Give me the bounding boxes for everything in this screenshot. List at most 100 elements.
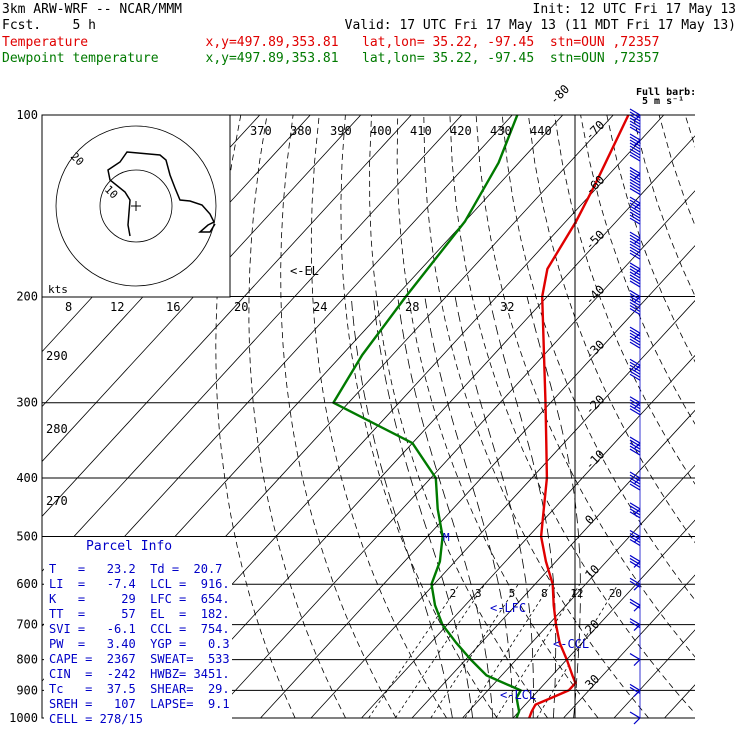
wind-barb (629, 618, 641, 632)
pressure-label: 900 (16, 683, 38, 697)
parcel-row: LI = -7.4 LCL = 916. (49, 577, 230, 591)
wind-barb (629, 133, 641, 162)
pressure-label: 300 (16, 396, 38, 410)
isotherm-line (42, 115, 463, 572)
isotherm-line (209, 190, 695, 718)
parcel-row: SVI = -6.1 CCL = 754. (49, 622, 230, 636)
isotherm-line (411, 409, 695, 718)
parcel-row: CIN = -242 HWBZ= 3451. (49, 667, 230, 681)
parcel-row: TT = 57 EL = 182. (49, 607, 230, 621)
dry-adiabat-line (580, 115, 695, 425)
m-label: M (443, 531, 450, 544)
parcel-row: T = 23.2 Td = 20.7 (49, 562, 223, 576)
dry-adiabat-line (215, 115, 296, 718)
parcel-row: K = 29 LFC = 654. (49, 592, 230, 606)
isotherm-line (310, 300, 695, 718)
temperature-tick-label: -20 (582, 392, 607, 417)
wind-barb (629, 577, 641, 591)
wind-barb (629, 529, 641, 546)
el-label: <-EL (290, 264, 319, 278)
wind-barb (629, 326, 641, 349)
hodograph-speed-label: 32 (500, 300, 514, 314)
temperature-tick-label: 20 (582, 617, 602, 637)
theta-label: 380 (290, 124, 312, 138)
pressure-label: 400 (16, 471, 38, 485)
parcel-row: CELL = 278/15 (49, 712, 143, 726)
theta-label: 370 (250, 124, 272, 138)
dry-adiabat-line (684, 115, 695, 148)
plot-frame (41, 114, 576, 719)
wind-barb (629, 358, 641, 381)
temperature-tick-label: -60 (582, 173, 607, 198)
mixing-ratio-line (368, 583, 460, 718)
wind-barb (629, 166, 641, 195)
hodograph-speed-label: 24 (313, 300, 327, 314)
lcl-label: <-LCL (500, 688, 536, 702)
theta-label: 390 (330, 124, 352, 138)
mixing-ratio-label: 12 (570, 587, 583, 600)
hodograph-ring (55, 125, 217, 287)
temperature-tick-label: -10 (582, 447, 607, 472)
temperature-tick-label: -30 (582, 337, 607, 362)
temperature-trace (528, 115, 630, 718)
mixing-ratio-label: 5 (509, 587, 516, 600)
isotherm-line (42, 115, 362, 463)
theta-label: 430 (490, 124, 512, 138)
dry-adiabat-line (396, 115, 599, 718)
theta-lower-label: 290 (46, 349, 68, 363)
wind-barb (629, 108, 641, 134)
temperature-tick-label: -80 (547, 82, 572, 107)
hodograph-speed-label: 28 (405, 300, 419, 314)
temperature-tick-label: 0 (582, 512, 597, 527)
wind-barb (629, 598, 641, 612)
parcel-info-title: Parcel Info (86, 539, 173, 554)
dry-adiabat-line (280, 115, 397, 718)
isotherm-line (715, 115, 740, 718)
dry-adiabat-line (554, 115, 695, 485)
pressure-label: 100 (16, 108, 38, 122)
parcel-info-panel: Parcel Info T = 23.2 Td = 20.7 LI = -7.4… (44, 537, 232, 727)
isotherm-line (664, 684, 695, 718)
parcel-row: Tc = 37.5 SHEAR= 29. (49, 682, 230, 696)
wind-barb (629, 711, 641, 725)
temperature-legend: Temperature x,y=497.89,353.81 lat,lon= 3… (2, 35, 660, 50)
barb-legend-units: 5 m s⁻¹ (642, 96, 684, 107)
theta-lower-label: 270 (46, 494, 68, 508)
valid-time: Valid: 17 UTC Fri 17 May 13 (11 MDT Fri … (344, 18, 736, 33)
dry-adiabat-line (369, 115, 548, 718)
barb-legend-title: Full barb: (636, 87, 696, 98)
isotherm-line (512, 519, 695, 718)
parcel-row: SREH = 107 LAPSE= 9.1 (49, 697, 230, 711)
dewpoint-trace (332, 115, 522, 718)
dry-adiabat-line (475, 115, 695, 658)
temperature-tick-label: 10 (582, 562, 602, 582)
mixing-ratio-line (430, 583, 519, 718)
wind-barb (629, 396, 641, 416)
hodograph-speed-label: 16 (166, 300, 180, 314)
ccl-label: <-CCL (553, 637, 589, 651)
pressure-label: 700 (16, 618, 38, 632)
theta-label: 420 (450, 124, 472, 138)
hodograph-speed-label: 12 (110, 300, 124, 314)
lfc-label: <-LFC (490, 601, 526, 615)
wind-barb (629, 196, 641, 225)
dry-adiabat-line (248, 115, 346, 718)
isotherm-line (361, 354, 695, 718)
pressure-label: 1000 (9, 711, 38, 725)
parcel-row: CAPE = 2367 SWEAT= 533 (49, 652, 230, 666)
moist-adiabat-line (454, 296, 534, 718)
dry-adiabat-line (423, 115, 649, 718)
wind-barb (629, 683, 641, 697)
moist-adiabat-line (424, 296, 514, 718)
theta-label: 440 (530, 124, 552, 138)
parcel-row: PW = 3.40 YGP = 0.3 (49, 637, 230, 651)
dry-adiabat-line (310, 115, 447, 718)
init-time: Init: 12 UTC Fri 17 May 13 (532, 2, 737, 17)
wind-barb (629, 262, 641, 288)
dry-adiabat-line (658, 115, 695, 227)
mixing-ratio-label: 3 (475, 587, 482, 600)
temperature-tick-label: -40 (582, 282, 607, 307)
model-title: 3km ARW-WRF -- NCAR/MMM (2, 2, 183, 17)
theta-label: 410 (410, 124, 432, 138)
